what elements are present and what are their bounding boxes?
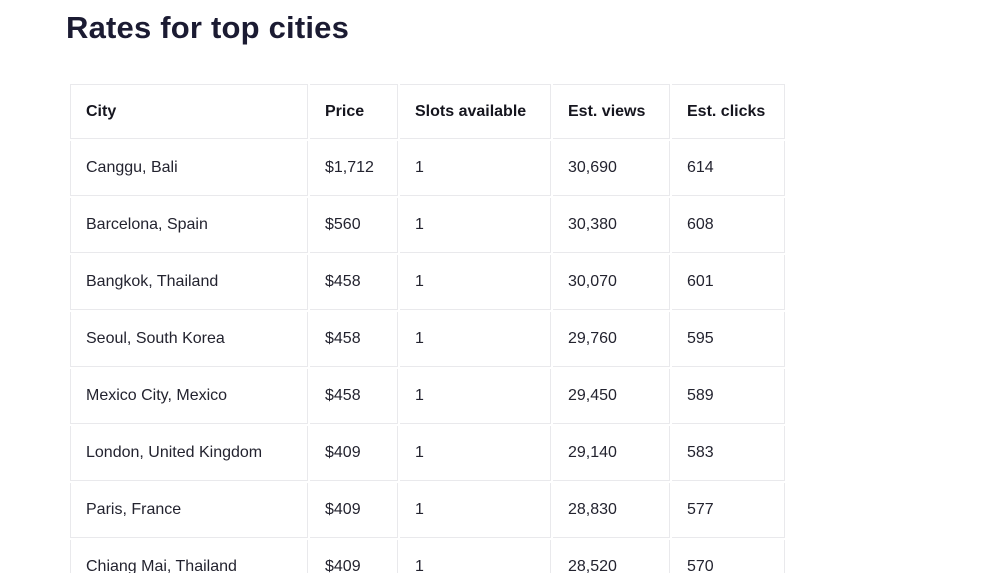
cell-city: Paris, France <box>70 483 308 538</box>
cell-clicks: 595 <box>672 312 785 367</box>
column-header-slots: Slots available <box>400 84 551 139</box>
cell-views: 29,140 <box>553 426 670 481</box>
column-header-price: Price <box>310 84 398 139</box>
cell-clicks: 614 <box>672 141 785 196</box>
cell-slots: 1 <box>400 141 551 196</box>
cell-slots: 1 <box>400 369 551 424</box>
cell-price: $458 <box>310 369 398 424</box>
rates-table-header: City Price Slots available Est. views Est. c… <box>70 84 785 139</box>
table-row: London, United Kingdom $409 1 29,140 583 <box>70 426 785 481</box>
cell-views: 29,760 <box>553 312 670 367</box>
cell-views: 28,520 <box>553 540 670 573</box>
cell-views: 30,070 <box>553 255 670 310</box>
cell-city: London, United Kingdom <box>70 426 308 481</box>
cell-price: $409 <box>310 426 398 481</box>
table-row: Bangkok, Thailand $458 1 30,070 601 <box>70 255 785 310</box>
cell-city: Canggu, Bali <box>70 141 308 196</box>
cell-slots: 1 <box>400 540 551 573</box>
cell-slots: 1 <box>400 255 551 310</box>
cell-clicks: 570 <box>672 540 785 573</box>
cell-slots: 1 <box>400 426 551 481</box>
column-header-views: Est. views <box>553 84 670 139</box>
cell-price: $560 <box>310 198 398 253</box>
cell-slots: 1 <box>400 483 551 538</box>
rates-table-body: Canggu, Bali $1,712 1 30,690 614 Barcelona, S… <box>70 141 785 573</box>
cell-slots: 1 <box>400 312 551 367</box>
cell-views: 30,380 <box>553 198 670 253</box>
cell-clicks: 608 <box>672 198 785 253</box>
cell-views: 29,450 <box>553 369 670 424</box>
cell-clicks: 583 <box>672 426 785 481</box>
cell-clicks: 577 <box>672 483 785 538</box>
cell-clicks: 601 <box>672 255 785 310</box>
table-row: Paris, France $409 1 28,830 577 <box>70 483 785 538</box>
table-row: Canggu, Bali $1,712 1 30,690 614 <box>70 141 785 196</box>
cell-slots: 1 <box>400 198 551 253</box>
page-title: Rates for top cities <box>66 10 350 45</box>
cell-city: Chiang Mai, Thailand <box>70 540 308 573</box>
cell-price: $409 <box>310 483 398 538</box>
table-row: Barcelona, Spain $560 1 30,380 608 <box>70 198 785 253</box>
table-row: Seoul, South Korea $458 1 29,760 595 <box>70 312 785 367</box>
column-header-clicks: Est. clicks <box>672 84 785 139</box>
cell-city: Barcelona, Spain <box>70 198 308 253</box>
cell-price: $458 <box>310 312 398 367</box>
cell-views: 30,690 <box>553 141 670 196</box>
rates-table: City Price Slots available Est. views Est. c… <box>68 82 787 573</box>
cell-views: 28,830 <box>553 483 670 538</box>
cell-clicks: 589 <box>672 369 785 424</box>
header-row: City Price Slots available Est. views Est. c… <box>70 84 785 139</box>
table-row: Mexico City, Mexico $458 1 29,450 589 <box>70 369 785 424</box>
cell-price: $1,712 <box>310 141 398 196</box>
cell-city: Bangkok, Thailand <box>70 255 308 310</box>
column-header-city: City <box>70 84 308 139</box>
cell-price: $409 <box>310 540 398 573</box>
cell-city: Seoul, South Korea <box>70 312 308 367</box>
cell-price: $458 <box>310 255 398 310</box>
cell-city: Mexico City, Mexico <box>70 369 308 424</box>
table-row: Chiang Mai, Thailand $409 1 28,520 570 <box>70 540 785 573</box>
